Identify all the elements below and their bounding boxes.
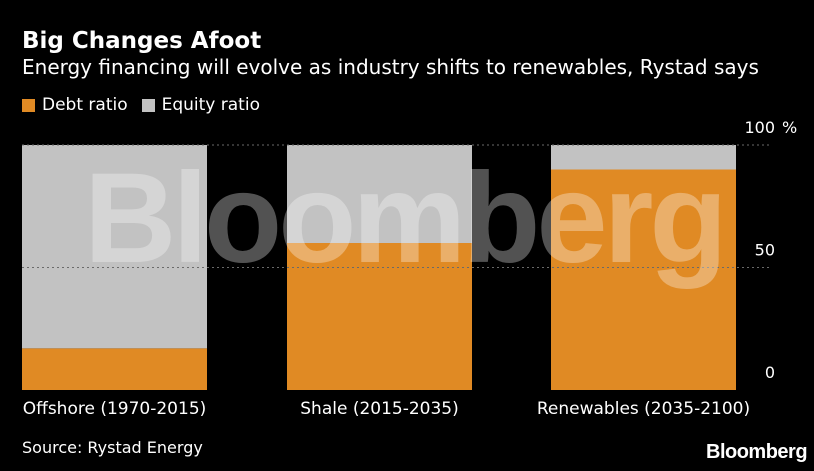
- chart-subtitle: Energy financing will evolve as industry…: [22, 55, 759, 79]
- legend-swatch-equity: [141, 98, 155, 112]
- x-category-label-1: Shale (2015-2035): [300, 399, 459, 419]
- legend: Debt ratio Equity ratio: [22, 94, 274, 116]
- y-tick-label-0: 0: [765, 363, 775, 382]
- source-note: Source: Rystad Energy: [22, 438, 203, 457]
- legend-label-equity: Equity ratio: [161, 95, 260, 115]
- bar-debt-2: [551, 169, 736, 390]
- legend-item-debt: Debt ratio: [22, 95, 128, 115]
- y-tick-label-1: 50: [755, 241, 775, 260]
- bar-equity-0: [22, 145, 207, 349]
- bar-debt-1: [287, 243, 472, 390]
- legend-item-equity: Equity ratio: [141, 95, 260, 115]
- y-unit-label: %: [782, 118, 797, 137]
- x-category-label-0: Offshore (1970-2015): [23, 399, 207, 419]
- y-tick-label-2: 100: [744, 118, 775, 137]
- legend-label-debt: Debt ratio: [42, 95, 128, 115]
- bar-equity-2: [551, 145, 736, 170]
- chart-title: Big Changes Afoot: [22, 28, 262, 54]
- bar-debt-0: [22, 348, 207, 390]
- x-category-label-2: Renewables (2035-2100): [537, 399, 750, 419]
- legend-swatch-debt: [22, 98, 35, 112]
- bloomberg-logo: Bloomberg: [706, 441, 808, 463]
- bar-equity-1: [287, 145, 472, 243]
